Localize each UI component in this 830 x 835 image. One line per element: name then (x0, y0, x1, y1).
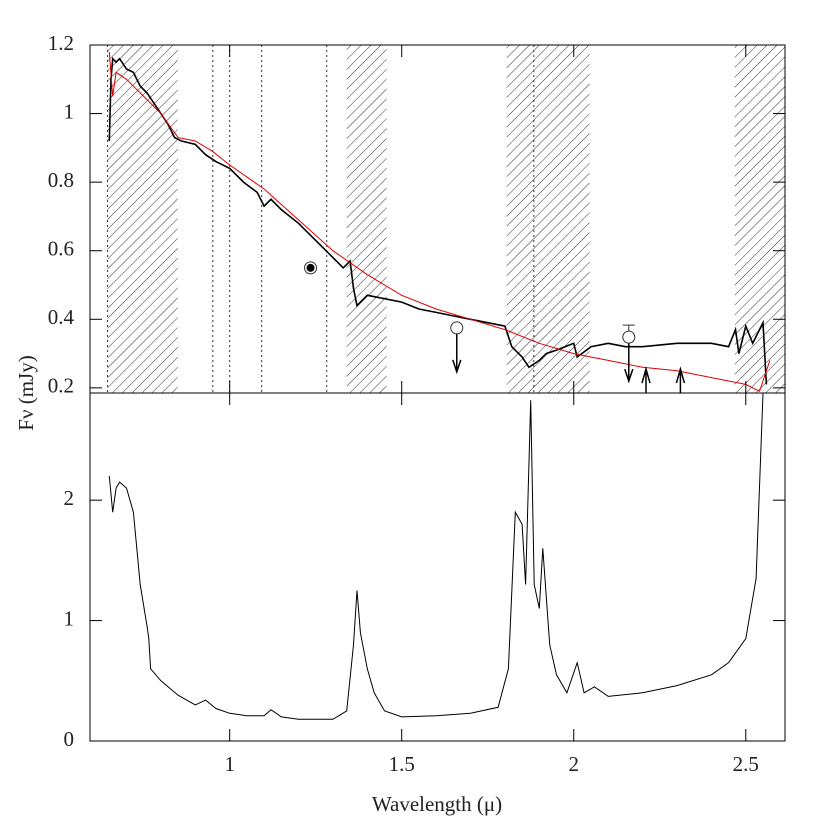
y-tick-label: 1 (64, 99, 75, 123)
y-tick-label: 1 (64, 606, 75, 630)
x-axis-label: Wavelength (μ) (372, 792, 502, 816)
photometry-point (450, 321, 464, 335)
plot-area (108, 393, 764, 720)
shaded-region (506, 45, 590, 393)
up-arrow (675, 366, 686, 393)
plot-frame (89, 44, 786, 394)
spectrum-line (108, 393, 764, 720)
plot-frame (89, 392, 786, 742)
photometry-point (622, 330, 636, 344)
y-tick-label: 2 (64, 486, 75, 510)
x-tick-label: 1.5 (389, 752, 415, 776)
spectrum-line (108, 56, 768, 385)
up-arrow (641, 366, 651, 393)
y-tick-label: 0.4 (48, 305, 75, 329)
x-tick-label: 2 (568, 752, 579, 776)
y-axis-label: Fν (mJy) (14, 355, 38, 430)
y-tick-label: 0.2 (48, 374, 74, 398)
limit-arrow-head (452, 359, 462, 375)
y-tick-label: 0.6 (48, 237, 74, 261)
y-tick-label: 0 (64, 727, 75, 751)
photometry-point (306, 263, 315, 272)
shaded-region (107, 45, 178, 393)
plot-area (107, 45, 785, 393)
y-tick-label: 0.8 (48, 168, 74, 192)
y-tick-label: 1.2 (48, 31, 74, 55)
x-tick-label: 1 (224, 752, 235, 776)
photometry-point-ring (304, 261, 318, 275)
x-tick-label: 2.5 (733, 752, 759, 776)
shaded-region (346, 45, 387, 393)
spectrum-line (108, 51, 771, 393)
limit-arrow-head (624, 368, 634, 384)
